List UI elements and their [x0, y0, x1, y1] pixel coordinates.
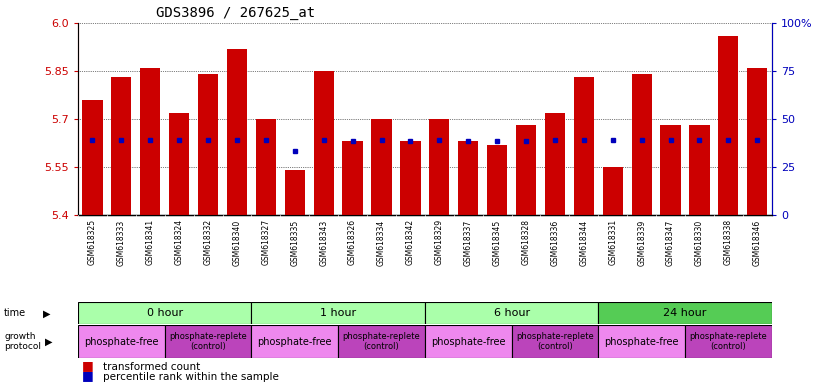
- Text: GSM618335: GSM618335: [291, 219, 300, 266]
- Bar: [603, 167, 623, 215]
- Bar: [516, 126, 536, 215]
- Text: GSM618340: GSM618340: [232, 219, 241, 266]
- Bar: [599, 325, 685, 358]
- Bar: [251, 302, 425, 324]
- Text: GSM618325: GSM618325: [88, 219, 97, 265]
- Text: GSM618343: GSM618343: [319, 219, 328, 266]
- Text: transformed count: transformed count: [103, 362, 200, 372]
- Bar: [599, 302, 772, 324]
- Text: GSM618330: GSM618330: [695, 219, 704, 266]
- Bar: [660, 126, 681, 215]
- Text: time: time: [4, 308, 26, 318]
- Text: GSM618341: GSM618341: [146, 219, 155, 265]
- Bar: [165, 325, 251, 358]
- Text: percentile rank within the sample: percentile rank within the sample: [103, 372, 278, 382]
- Bar: [342, 141, 363, 215]
- Text: GSM618347: GSM618347: [666, 219, 675, 266]
- Bar: [425, 302, 599, 324]
- Text: GSM618329: GSM618329: [435, 219, 444, 265]
- Bar: [140, 68, 160, 215]
- Text: phosphate-free: phosphate-free: [258, 336, 332, 347]
- Bar: [458, 141, 479, 215]
- Bar: [227, 49, 247, 215]
- Text: phosphate-free: phosphate-free: [84, 336, 158, 347]
- Text: GSM618342: GSM618342: [406, 219, 415, 265]
- Text: ■: ■: [82, 369, 94, 382]
- Text: phosphate-free: phosphate-free: [604, 336, 679, 347]
- Text: 6 hour: 6 hour: [493, 308, 530, 318]
- Bar: [338, 325, 425, 358]
- Text: GSM618332: GSM618332: [204, 219, 213, 265]
- Bar: [690, 126, 709, 215]
- Bar: [487, 145, 507, 215]
- Bar: [198, 74, 218, 215]
- Text: ▶: ▶: [43, 308, 50, 318]
- Text: phosphate-replete
(control): phosphate-replete (control): [516, 332, 594, 351]
- Text: GSM618333: GSM618333: [117, 219, 126, 266]
- Bar: [511, 325, 599, 358]
- Bar: [82, 100, 103, 215]
- Bar: [78, 325, 165, 358]
- Bar: [314, 71, 334, 215]
- Text: GSM618327: GSM618327: [261, 219, 270, 265]
- Text: ▶: ▶: [45, 336, 53, 347]
- Bar: [169, 113, 190, 215]
- Bar: [545, 113, 565, 215]
- Bar: [429, 119, 449, 215]
- Bar: [425, 325, 511, 358]
- Bar: [285, 170, 305, 215]
- Text: phosphate-replete
(control): phosphate-replete (control): [342, 332, 420, 351]
- Text: ■: ■: [82, 359, 94, 372]
- Text: GSM618344: GSM618344: [580, 219, 589, 266]
- Text: GSM618337: GSM618337: [464, 219, 473, 266]
- Text: GSM618326: GSM618326: [348, 219, 357, 265]
- Bar: [718, 36, 739, 215]
- Text: growth
protocol: growth protocol: [4, 332, 41, 351]
- Text: phosphate-free: phosphate-free: [431, 336, 506, 347]
- Text: GSM618346: GSM618346: [753, 219, 762, 266]
- Bar: [251, 325, 338, 358]
- Text: phosphate-replete
(control): phosphate-replete (control): [169, 332, 247, 351]
- Text: GSM618334: GSM618334: [377, 219, 386, 266]
- Bar: [574, 78, 594, 215]
- Text: GSM618331: GSM618331: [608, 219, 617, 265]
- Bar: [747, 68, 768, 215]
- Text: GSM618324: GSM618324: [175, 219, 184, 265]
- Text: GSM618338: GSM618338: [724, 219, 733, 265]
- Text: GSM618345: GSM618345: [493, 219, 502, 266]
- Bar: [401, 141, 420, 215]
- Bar: [371, 119, 392, 215]
- Bar: [78, 302, 251, 324]
- Text: GSM618336: GSM618336: [550, 219, 559, 266]
- Bar: [111, 78, 131, 215]
- Text: phosphate-replete
(control): phosphate-replete (control): [690, 332, 768, 351]
- Bar: [256, 119, 276, 215]
- Text: 0 hour: 0 hour: [147, 308, 183, 318]
- Text: GDS3896 / 267625_at: GDS3896 / 267625_at: [156, 6, 315, 20]
- Bar: [631, 74, 652, 215]
- Text: 24 hour: 24 hour: [663, 308, 707, 318]
- Text: GSM618328: GSM618328: [521, 219, 530, 265]
- Text: 1 hour: 1 hour: [320, 308, 356, 318]
- Text: GSM618339: GSM618339: [637, 219, 646, 266]
- Bar: [685, 325, 772, 358]
